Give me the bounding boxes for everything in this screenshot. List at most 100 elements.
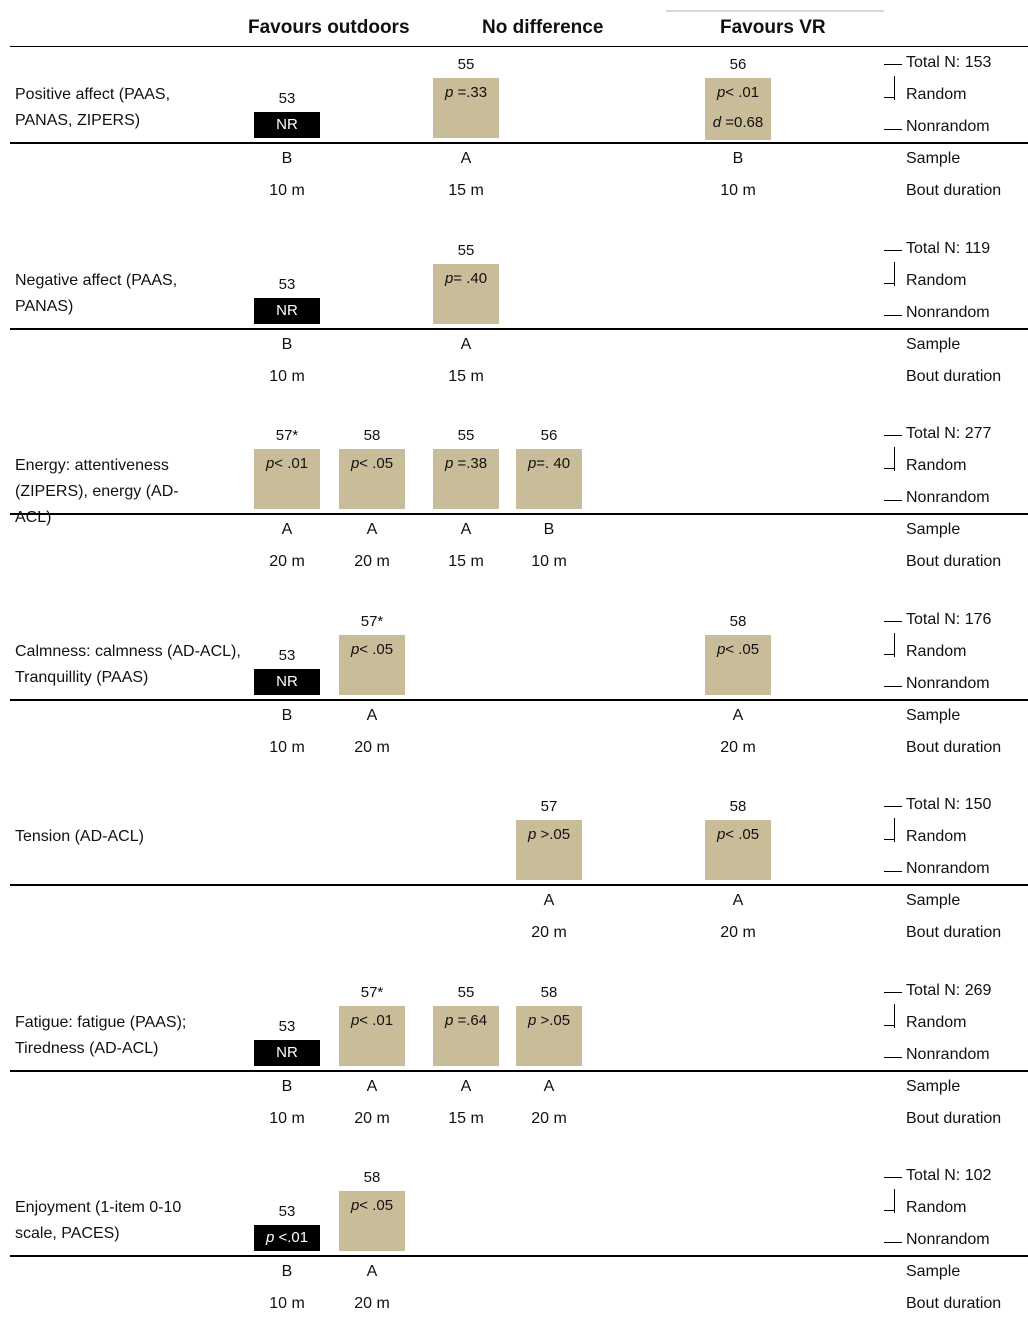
outcome-divider: [10, 699, 1028, 701]
stat-value: >.05: [536, 826, 571, 843]
right-label-random: Random: [906, 86, 967, 103]
total-n: Total N: 102: [906, 1167, 992, 1184]
study-id: 53: [278, 1203, 296, 1220]
outcome-divider: [10, 142, 1028, 144]
study-sample: A: [460, 150, 472, 167]
stat-value: < .01: [359, 1012, 394, 1029]
total-n: Total N: 150: [906, 796, 992, 813]
stat-symbol: p: [527, 1012, 537, 1029]
study-result-line: p >.05: [516, 820, 582, 850]
study-sample: A: [460, 521, 472, 538]
right-label-nonrandom: Nonrandom: [906, 675, 990, 692]
study-sample: A: [366, 1263, 378, 1280]
bracket-spine: [894, 1004, 895, 1028]
study-sample: A: [732, 707, 744, 724]
stat-symbol: p: [716, 641, 726, 658]
stat-symbol: p: [444, 270, 454, 287]
right-label-bout-duration: Bout duration: [906, 924, 1002, 941]
header-favours-outdoors: Favours outdoors: [248, 17, 410, 38]
study-sample: A: [732, 892, 744, 909]
study-box: p =.64: [433, 1006, 499, 1066]
outcome-divider: [10, 328, 1028, 330]
bracket-tick: [884, 839, 894, 840]
study-bout-duration: 15 m: [448, 553, 484, 570]
study-sample: A: [543, 1078, 555, 1095]
study-bout-duration: 15 m: [448, 368, 484, 385]
total-n: Total N: 277: [906, 425, 992, 442]
study-bout-duration: 20 m: [354, 1110, 390, 1127]
outcome-label: Calmness: calmness (AD-ACL), Tranquillit…: [15, 643, 241, 686]
right-label-nonrandom: Nonrandom: [906, 1046, 990, 1063]
stat-symbol: p: [716, 826, 726, 843]
stat-symbol: p: [527, 455, 537, 472]
stat-symbol: p: [527, 826, 537, 843]
header-rule: [10, 46, 1028, 47]
bracket-tick: [884, 1210, 894, 1211]
study-id: 53: [278, 647, 296, 664]
study-result-line: p< .05: [339, 635, 405, 665]
study-result-line: d =0.68: [705, 108, 771, 138]
right-label-bout-duration: Bout duration: [906, 739, 1002, 756]
study-result-line: NR: [254, 298, 320, 324]
study-sample: A: [460, 336, 472, 353]
right-label-sample: Sample: [906, 1078, 961, 1095]
study-result-line: p< .01: [339, 1006, 405, 1036]
study-box-dark: NR: [254, 112, 320, 138]
bracket-tick: [884, 129, 902, 130]
bracket-tick: [884, 686, 902, 687]
bracket-spine: [894, 447, 895, 471]
stat-value: = .40: [453, 270, 488, 287]
right-label-random: Random: [906, 643, 967, 660]
study-bout-duration: 10 m: [531, 553, 567, 570]
study-sample: B: [281, 1263, 293, 1280]
study-result-line: NR: [254, 1040, 320, 1066]
study-result-line: p< .05: [339, 1191, 405, 1221]
bracket-tick: [884, 64, 902, 65]
study-box: p< .01: [254, 449, 320, 509]
study-id: 58: [363, 427, 381, 444]
right-label-random: Random: [906, 1014, 967, 1031]
outcome-divider: [10, 513, 1028, 515]
right-label-sample: Sample: [906, 892, 961, 909]
study-result-line: p< .01: [705, 78, 771, 108]
study-sample: A: [460, 1078, 472, 1095]
total-n: Total N: 176: [906, 611, 992, 628]
study-box: p= .40: [433, 264, 499, 324]
header-divider: [666, 10, 884, 12]
study-bout-duration: 20 m: [354, 1295, 390, 1312]
study-id: 58: [363, 1169, 381, 1186]
bracket-tick: [884, 250, 902, 251]
outcome-label: Energy: attentiveness (ZIPERS), energy (…: [15, 457, 179, 526]
stat-symbol: p: [265, 455, 275, 472]
study-bout-duration: 20 m: [269, 553, 305, 570]
bracket-tick: [884, 97, 894, 98]
stat-value: =.64: [453, 1012, 488, 1029]
total-n: Total N: 153: [906, 54, 992, 71]
stat-symbol: p: [444, 84, 454, 101]
stat-symbol: p: [716, 84, 726, 101]
right-label-random: Random: [906, 828, 967, 845]
right-label-nonrandom: Nonrandom: [906, 489, 990, 506]
study-result-line: p >.05: [516, 1006, 582, 1036]
study-sample: B: [732, 150, 744, 167]
study-sample: A: [543, 892, 555, 909]
right-label-bout-duration: Bout duration: [906, 553, 1002, 570]
study-box: p< .05: [705, 820, 771, 880]
stat-value: <.01: [274, 1229, 309, 1246]
stat-symbol: d: [712, 114, 722, 131]
stat-value: =0.68: [721, 114, 764, 131]
study-result-line: p< .05: [705, 635, 771, 665]
outcome-label: Negative affect (PAAS, PANAS): [15, 272, 178, 315]
study-sample: A: [366, 521, 378, 538]
study-id: 53: [278, 276, 296, 293]
study-id: 53: [278, 90, 296, 107]
study-result-line: NR: [254, 669, 320, 695]
study-result-line: p =.64: [433, 1006, 499, 1036]
study-bout-duration: 10 m: [269, 1295, 305, 1312]
study-id: 57*: [275, 427, 299, 444]
bracket-tick: [884, 1177, 902, 1178]
study-sample: A: [366, 707, 378, 724]
study-box-dark: p <.01: [254, 1225, 320, 1251]
study-bout-duration: 20 m: [720, 739, 756, 756]
stat-value: =. 40: [536, 455, 571, 472]
